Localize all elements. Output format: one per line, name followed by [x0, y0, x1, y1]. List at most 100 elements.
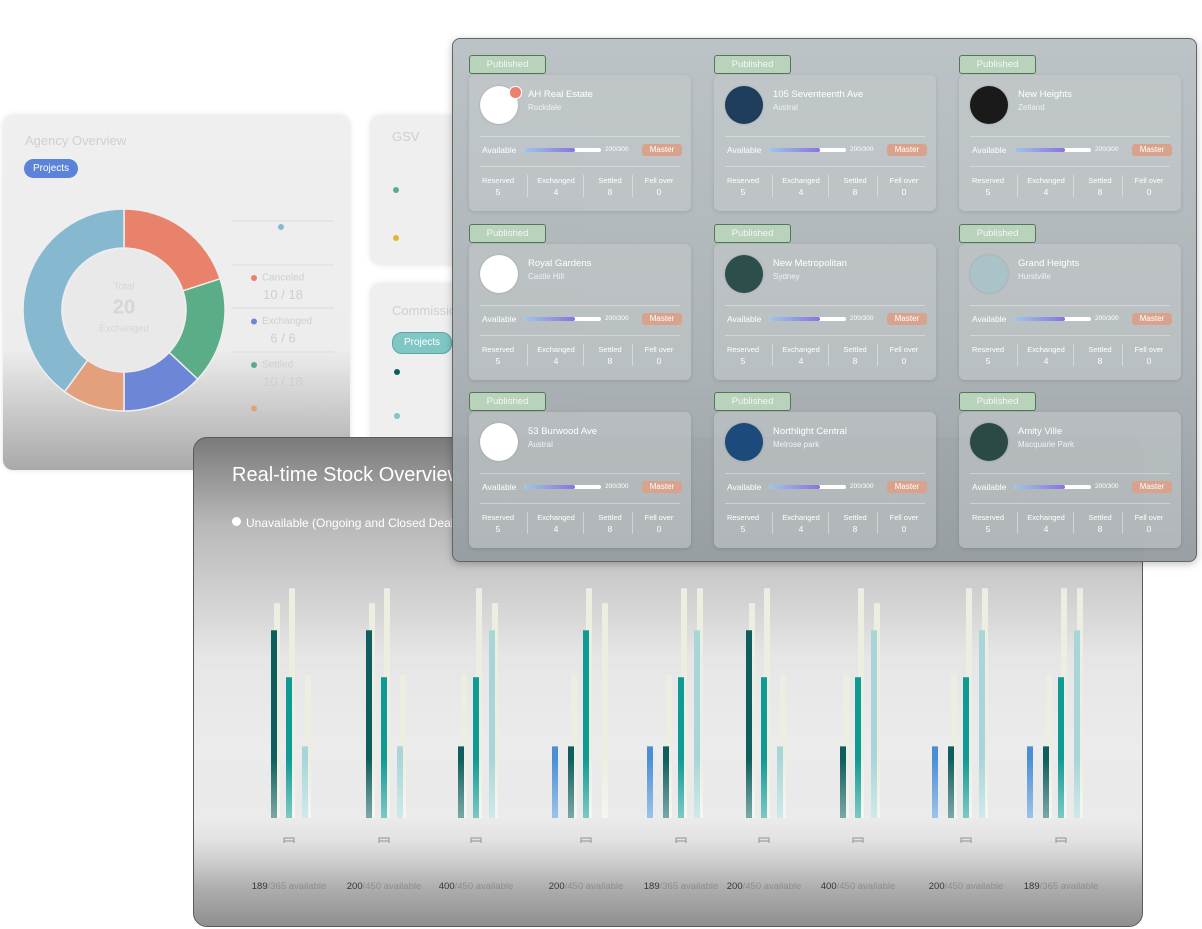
stat-label: Exchanged: [782, 513, 820, 522]
bar: [489, 630, 495, 818]
progress-track: [524, 317, 601, 321]
count: 10: [263, 374, 277, 389]
project-card[interactable]: Royal Gardens Castle Hill Available 200/300…: [469, 244, 691, 380]
availability-ratio: 200/300: [850, 315, 874, 322]
project-name: Grand Heights: [1018, 258, 1080, 269]
divider: [725, 335, 925, 336]
progress-track: [524, 148, 601, 152]
stat-value: 4: [798, 356, 804, 366]
bed-icon: [283, 837, 295, 843]
total: 18: [288, 287, 302, 302]
logo: [480, 423, 518, 461]
bar: [1074, 630, 1080, 818]
separator: /: [565, 881, 568, 892]
alert-badge: [509, 86, 522, 99]
bar: [663, 746, 669, 818]
separator: /: [743, 881, 746, 892]
project-card[interactable]: 105 Seventeenth Ave Austral Available 200/3…: [714, 75, 936, 211]
logo: [970, 255, 1008, 293]
project-card[interactable]: Amity Ville Macquarie Park Available 200/30…: [959, 412, 1181, 548]
separator: /: [660, 881, 663, 892]
stat-divider: [772, 175, 773, 197]
dot: [394, 369, 400, 375]
separator: /: [1105, 315, 1108, 322]
bar: [840, 746, 846, 818]
stat-label: Reserved: [726, 345, 760, 354]
availability: 200/450 available: [347, 881, 422, 892]
project-card[interactable]: Grand Heights Hurstville Available 200/300 M…: [959, 244, 1181, 380]
stat-value: 4: [553, 356, 559, 366]
project-name: Northlight Central: [773, 426, 847, 437]
available-count: 200: [727, 881, 743, 892]
legend-label: Settled: [262, 360, 293, 371]
stat-label: Fell over: [644, 176, 674, 185]
stat-label: Fell over: [889, 513, 919, 522]
stat-divider: [1017, 175, 1018, 197]
bar: [777, 746, 783, 818]
available-count: 200: [605, 483, 616, 490]
stat-divider: [632, 512, 633, 534]
project-card[interactable]: New Heights Zetland Available 200/300 Master…: [959, 75, 1181, 211]
bar: [397, 746, 403, 818]
donut-segment: [22, 208, 125, 393]
stat-label: Settled: [843, 345, 867, 354]
stat-value: 4: [1043, 356, 1049, 366]
total-count: 300: [1107, 315, 1119, 322]
availability-ratio: 200/300: [850, 146, 874, 153]
separator: /: [860, 315, 863, 322]
stat-value: 0: [1146, 524, 1152, 534]
master-tag: Master: [642, 313, 682, 325]
project-location: Austral: [528, 440, 553, 449]
stat-value: 5: [985, 187, 991, 197]
bed-icon: [852, 837, 864, 843]
divider: [970, 136, 1170, 137]
bar: [381, 677, 387, 818]
divider: [480, 166, 680, 167]
availability: 200/450 available: [549, 881, 624, 892]
stat-label: Exchanged: [537, 345, 575, 354]
stat-divider: [1073, 175, 1074, 197]
available-label: Available: [727, 145, 762, 155]
projects-button[interactable]: Projects: [392, 332, 452, 354]
project-card[interactable]: 53 Burwood Ave Austral Available 200/300 Mas…: [469, 412, 691, 548]
divider: [970, 305, 1170, 306]
legend-count: 10 / 18: [263, 374, 303, 389]
stat-divider: [828, 512, 829, 534]
project-location: Austral: [773, 103, 798, 112]
availability: 400/450 available: [439, 881, 514, 892]
dot: [394, 413, 400, 419]
projects-button[interactable]: Projects: [24, 159, 78, 178]
bar: [746, 630, 752, 818]
available-label: Available: [972, 482, 1007, 492]
available-label: available: [289, 881, 327, 892]
project-card[interactable]: AH Real Estate Rockdale Available 200/300 Ma…: [469, 75, 691, 211]
donut-hole: [63, 249, 185, 371]
stat-value: 5: [740, 356, 746, 366]
status-tag: Published: [959, 224, 1036, 243]
stat-label: Settled: [598, 513, 622, 522]
progress-fill: [769, 317, 821, 321]
project-card[interactable]: Northlight Central Melrose park Available 2…: [714, 412, 936, 548]
bar: [948, 746, 954, 818]
stat-divider: [632, 175, 633, 197]
separator: /: [268, 881, 271, 892]
available-label: available: [764, 881, 802, 892]
separator: /: [363, 881, 366, 892]
stat-label: Exchanged: [537, 513, 575, 522]
available-label: available: [1061, 881, 1099, 892]
project-card[interactable]: New Metropolitan Sydney Available 200/300 Ma…: [714, 244, 936, 380]
card-title: Real-time Stock Overview: [232, 464, 463, 486]
availability-ratio: 200/300: [850, 483, 874, 490]
bar: [761, 677, 767, 818]
bar: [932, 746, 938, 818]
stat-label: Settled: [843, 513, 867, 522]
bar: [552, 746, 558, 818]
available-count: 200: [850, 315, 861, 322]
legend-label: Unavailable (Ongoing and Closed Deals): [246, 516, 464, 530]
available-label: available: [681, 881, 719, 892]
total: 18: [288, 374, 302, 389]
legend-count: 10 / 18: [263, 287, 303, 302]
stat-divider: [877, 175, 878, 197]
status-tag: Published: [959, 55, 1036, 74]
status-tag: Published: [469, 55, 546, 74]
